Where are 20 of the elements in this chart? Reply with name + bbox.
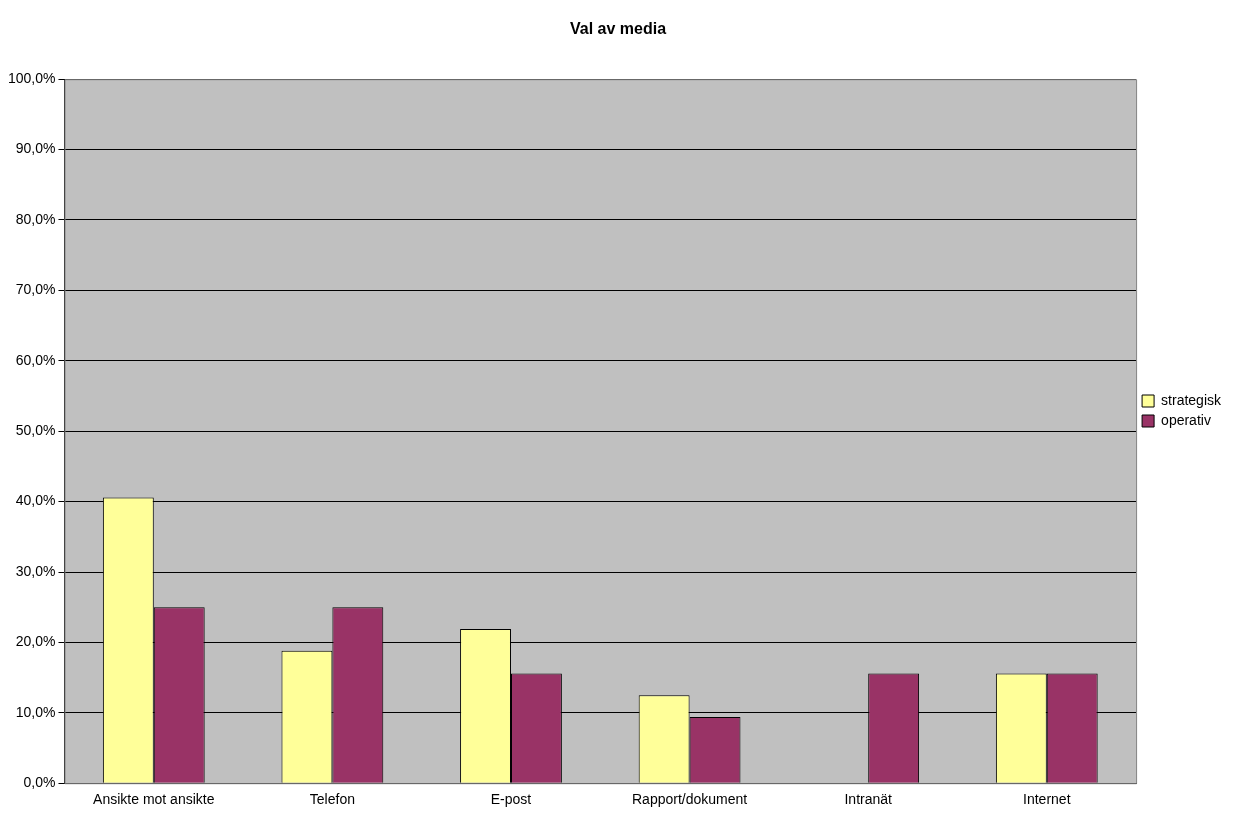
legend-label: strategisk [1161, 391, 1222, 408]
x-tick-label: Telefon [309, 791, 355, 808]
legend-label: operativ [1161, 411, 1211, 428]
y-tick-label: 30,0% [15, 562, 56, 579]
y-tick-label: 80,0% [15, 210, 56, 227]
y-tick-label: 90,0% [15, 140, 56, 157]
y-tick-label: 0,0% [23, 774, 56, 791]
x-tick-label: Rapport/dokument [631, 791, 748, 808]
x-tick-label: Intranät [844, 791, 893, 808]
x-tick-label: Internet [1023, 791, 1071, 808]
y-tick-label: 40,0% [15, 492, 56, 509]
y-tick-label: 60,0% [15, 351, 56, 368]
y-tick-label: 20,0% [15, 633, 56, 650]
x-tick-label: Ansikte mot ansikte [93, 791, 215, 808]
y-tick-label: 100,0% [8, 70, 56, 87]
y-tick-label: 10,0% [15, 703, 56, 720]
chart-title: Val av media [569, 20, 667, 38]
x-tick-label: E-post [490, 791, 532, 808]
y-tick-label: 50,0% [15, 422, 56, 439]
y-tick-label: 70,0% [15, 281, 56, 298]
